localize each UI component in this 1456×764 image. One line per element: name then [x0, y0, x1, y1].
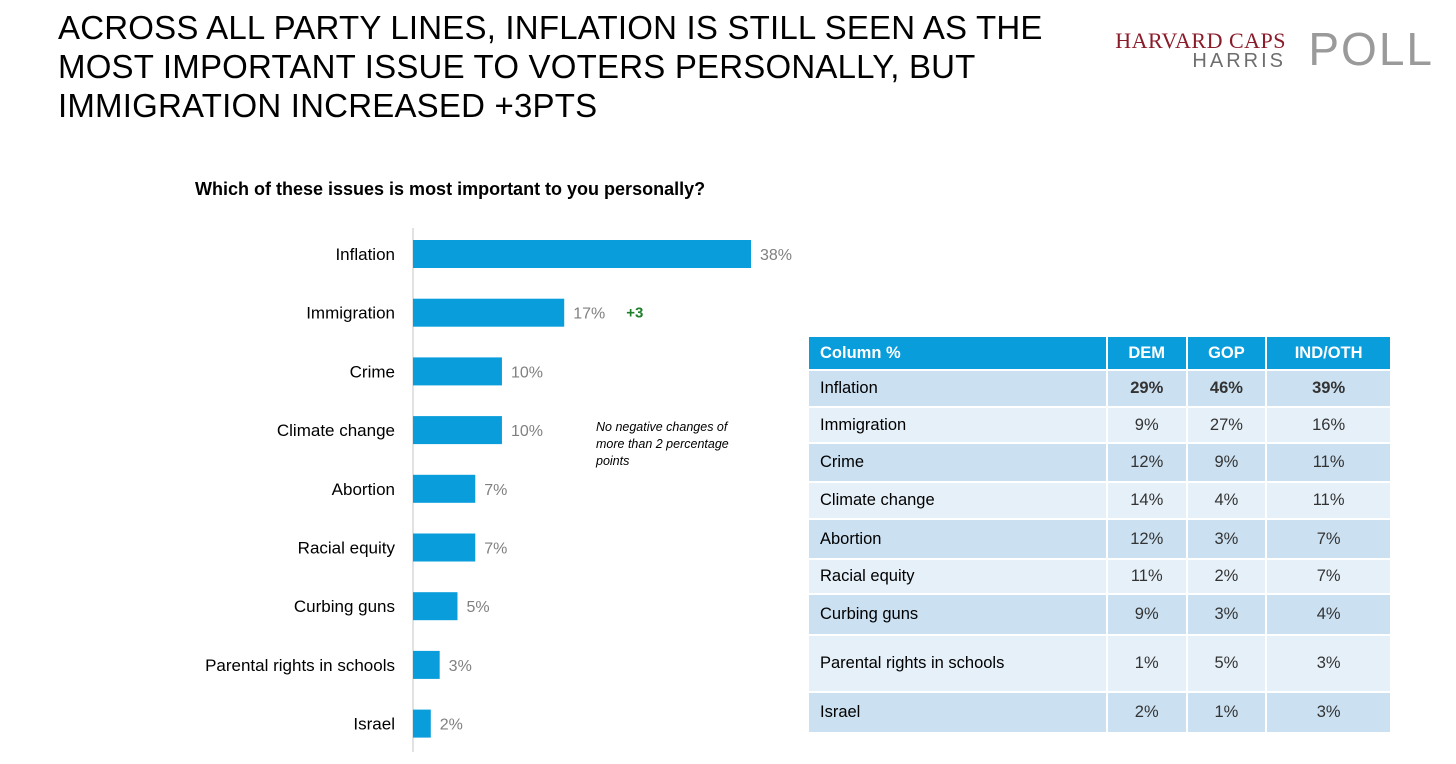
data-label: 17% [573, 306, 605, 323]
table-cell: 3% [1266, 691, 1390, 732]
logo-harris: HARRIS [1192, 50, 1286, 72]
table-row: Climate change 14% 4% 11% [809, 481, 1390, 519]
table-cell: 12% [1106, 442, 1188, 482]
category-label: Abortion [332, 480, 395, 499]
bar [413, 533, 476, 562]
table-header-row: Column % DEM GOP IND/OTH [809, 337, 1390, 370]
table-cell: 9% [1106, 406, 1188, 443]
chart-title: Which of these issues is most important … [195, 179, 706, 199]
data-label: 7% [484, 482, 507, 499]
bar [413, 298, 565, 327]
table-row: Curbing guns 9% 3% 4% [809, 593, 1390, 635]
party-breakdown-table: Column % DEM GOP IND/OTH Inflation 29% 46%… [809, 337, 1390, 732]
table-row: Parental rights in schools 1% 5% 3% [809, 634, 1390, 692]
table-cell: 2% [1186, 558, 1268, 594]
logo-poll: POLL [1308, 23, 1434, 75]
change-label: +3 [626, 305, 643, 322]
table-cell: 3% [1266, 634, 1390, 692]
category-label: Immigration [306, 304, 395, 323]
table-cell: 1% [1186, 691, 1268, 732]
data-label: 10% [511, 423, 543, 440]
table-row: Immigration 9% 27% 16% [809, 406, 1390, 443]
logo-harvard-caps: HARVARD CAPS [1115, 28, 1286, 53]
table-cell: 11% [1266, 442, 1390, 482]
table-cell: 14% [1106, 481, 1188, 519]
category-label: Israel [353, 715, 395, 734]
bar [413, 357, 502, 386]
category-label: Racial equity [298, 539, 396, 558]
table-cell: 39% [1266, 369, 1390, 407]
table-row-label: Inflation [809, 369, 1108, 407]
table-cell: 9% [1186, 442, 1268, 482]
table-cell: 11% [1266, 481, 1390, 519]
bar [413, 240, 751, 268]
table-cell: 46% [1186, 369, 1268, 407]
table-cell: 12% [1106, 518, 1188, 559]
table-cell: 5% [1186, 634, 1268, 692]
table-row-label: Climate change [809, 481, 1108, 519]
table-cell: 9% [1106, 593, 1188, 635]
table-row-label: Crime [809, 442, 1108, 482]
table-header-cell: DEM [1106, 337, 1188, 370]
table-row-label: Immigration [809, 406, 1108, 443]
table-cell: 29% [1106, 369, 1188, 407]
chart-annotation: No negative changes of more than 2 perce… [596, 420, 729, 468]
table-cell: 16% [1266, 406, 1390, 443]
harvard-caps-harris-poll-logo: HARVARD CAPS HARRIS POLL [1115, 23, 1434, 75]
issues-bar-chart: Inflation 38% Immigration 17% +3 Crime 10% Clim… [205, 228, 792, 752]
table-row-label: Racial equity [809, 558, 1108, 594]
table-row: Crime 12% 9% 11% [809, 442, 1390, 482]
table-cell: 3% [1186, 518, 1268, 559]
data-label: 38% [760, 247, 792, 264]
data-label: 7% [484, 541, 507, 558]
table-row-label: Curbing guns [809, 593, 1108, 635]
table-cell: 27% [1186, 406, 1268, 443]
category-label: Inflation [335, 245, 395, 264]
bar [413, 650, 440, 679]
table-cell: 2% [1106, 691, 1188, 732]
table-cell: 7% [1266, 558, 1390, 594]
table-cell: 7% [1266, 518, 1390, 559]
bar [413, 592, 458, 621]
data-label: 5% [466, 599, 489, 616]
table-header-cell: GOP [1186, 337, 1268, 370]
bar [413, 709, 431, 738]
table-cell: 1% [1106, 634, 1188, 692]
data-label: 2% [440, 717, 463, 734]
category-label: Parental rights in schools [205, 656, 395, 675]
bar [413, 416, 502, 445]
bar [413, 474, 476, 503]
category-label: Crime [350, 362, 395, 381]
table-row-label: Israel [809, 691, 1108, 732]
category-label: Curbing guns [294, 597, 395, 616]
category-label: Climate change [277, 421, 395, 440]
table-row: Racial equity 11% 2% 7% [809, 558, 1390, 594]
page-title: ACROSS ALL PARTY LINES, INFLATION IS STI… [58, 9, 1043, 124]
table-cell: 4% [1266, 593, 1390, 635]
table-row: Abortion 12% 3% 7% [809, 518, 1390, 559]
table-cell: 11% [1106, 558, 1188, 594]
table-row: Inflation 29% 46% 39% [809, 369, 1390, 407]
table-cell: 3% [1186, 593, 1268, 635]
data-label: 10% [511, 364, 543, 381]
table-header-cell: Column % [809, 337, 1108, 370]
data-label: 3% [449, 658, 472, 675]
table-header-cell: IND/OTH [1266, 337, 1390, 370]
table-row-label: Abortion [809, 518, 1108, 559]
table-row-label: Parental rights in schools [809, 634, 1108, 692]
table-row: Israel 2% 1% 3% [809, 691, 1390, 732]
table-cell: 4% [1186, 481, 1268, 519]
